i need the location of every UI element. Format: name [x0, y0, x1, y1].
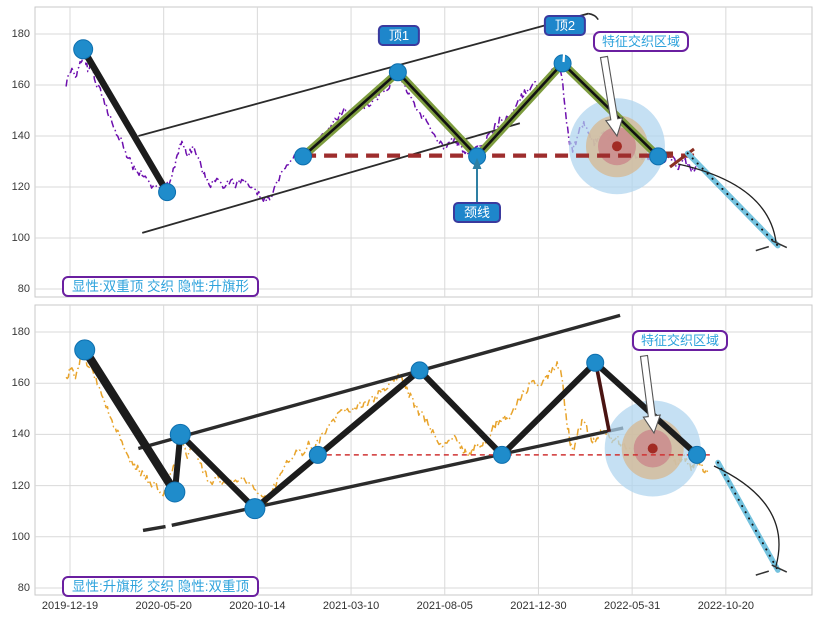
initial-drop-line — [79, 46, 171, 196]
x-tick-label: 2021-03-10 — [322, 600, 380, 612]
pivot-marker — [688, 445, 707, 464]
zone-pointer-arrow — [639, 354, 662, 435]
channel-lower — [141, 122, 521, 234]
zigzag-first-leg — [80, 345, 180, 497]
zone-label-top: 特征交织区域 — [592, 31, 690, 52]
end-tick-right — [771, 564, 788, 573]
x-tick-label: 2021-12-30 — [510, 600, 567, 612]
x-tick-label: 2022-10-20 — [697, 600, 754, 612]
y-tick-label: 80 — [17, 283, 30, 295]
y-tick-label: 180 — [11, 326, 30, 338]
pivot-marker — [649, 147, 668, 166]
channel-upper — [138, 12, 589, 137]
pivot-marker — [410, 361, 429, 380]
caption-top: 显性:双重顶 交织 隐性:升旗形 — [62, 276, 260, 297]
pivot-marker — [164, 481, 186, 503]
top2-leader-line — [562, 39, 567, 63]
y-tick-label: 160 — [11, 377, 30, 390]
y-tick-label: 140 — [11, 130, 30, 142]
end-tick-left — [755, 570, 770, 576]
projection-arc — [713, 465, 780, 567]
y-tick-label: 160 — [11, 79, 30, 91]
pivot-marker — [294, 147, 313, 166]
pivot-marker — [73, 39, 94, 60]
channel-lower-dash — [142, 524, 166, 533]
x-tick-label: 2020-10-14 — [229, 600, 286, 612]
y-tick-label: 100 — [11, 530, 30, 543]
y-tick-label: 100 — [11, 232, 30, 244]
pivot-marker — [74, 339, 96, 361]
x-tick-label: 2022-05-31 — [603, 600, 661, 612]
channel-upper-hook — [588, 12, 599, 21]
peak-drop-line — [594, 363, 611, 433]
projection-dots — [686, 152, 779, 247]
end-tick-left — [755, 245, 770, 252]
x-tick-label: 2021-08-05 — [416, 600, 473, 612]
top2-label: 顶2 — [543, 15, 587, 36]
projection-arc — [677, 163, 777, 243]
pivot-marker — [158, 183, 177, 202]
y-tick-label: 120 — [11, 181, 30, 193]
channel-upper — [137, 313, 621, 451]
pivot-marker — [308, 445, 327, 464]
pivot-marker — [553, 54, 572, 73]
zone-center-dot — [647, 443, 658, 454]
pivot-marker — [244, 498, 266, 520]
pivot-marker — [388, 63, 407, 82]
zone-pointer-arrow — [599, 55, 624, 138]
caption-bottom: 显性:升旗形 交织 隐性:双重顶 — [62, 576, 260, 597]
pivot-marker — [586, 353, 605, 372]
top1-label: 顶1 — [377, 25, 421, 46]
y-tick-label: 120 — [11, 479, 30, 492]
x-tick-label: 2020-05-20 — [135, 600, 192, 612]
zone-center-dot — [611, 141, 622, 152]
zone-label-bottom: 特征交织区域 — [631, 330, 729, 351]
x-tick-label: 2019-12-19 — [41, 600, 99, 612]
pivot-marker — [169, 423, 191, 445]
y-tick-label: 80 — [17, 582, 30, 594]
end-tick-right — [771, 239, 788, 249]
projection-dots — [716, 461, 779, 572]
neckline-label: 颈线 — [452, 202, 502, 223]
y-tick-label: 180 — [11, 28, 30, 40]
y-tick-label: 140 — [11, 428, 30, 441]
pivot-marker — [492, 445, 511, 464]
neckline-arrow-head — [472, 158, 482, 169]
